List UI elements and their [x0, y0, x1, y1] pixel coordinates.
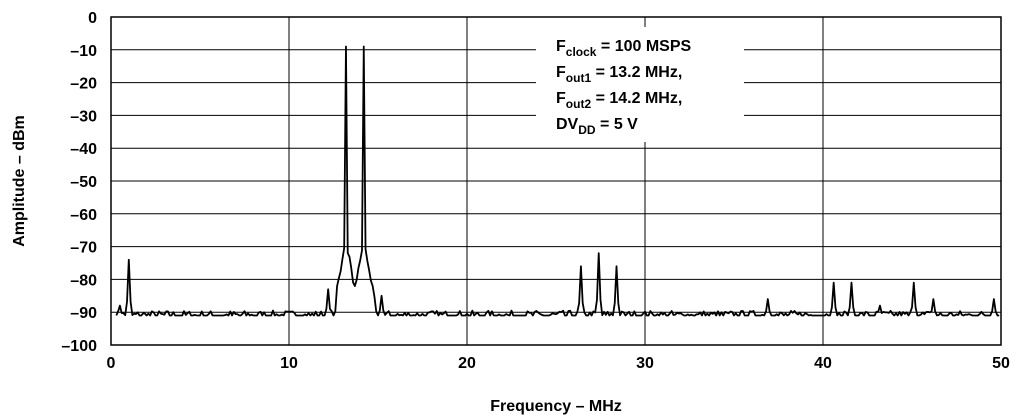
y-axis-ticks: 0 –10 –20 –30 –40 –50 –60 –70 –80 –90 –100 [61, 10, 97, 355]
y-tick-label: –80 [70, 272, 97, 289]
y-tick-label: –20 [70, 76, 97, 93]
y-tick-label: –90 [70, 305, 97, 322]
y-tick-label: –50 [70, 174, 97, 191]
x-tick-label: 40 [814, 355, 832, 372]
y-tick-label: –60 [70, 207, 97, 224]
y-tick-label: –30 [70, 108, 97, 125]
x-tick-label: 50 [992, 355, 1010, 372]
plot-frame [110, 16, 1002, 346]
spectrum-line [115, 45, 1000, 317]
spectrum-trace [115, 45, 1000, 317]
y-axis-title: Amplitude – dBm [11, 115, 28, 247]
y-tick-label: –70 [70, 240, 97, 257]
annotation-line: Fclock = 100 MSPS [556, 38, 692, 59]
annotation-line: DVDD = 5 V [556, 116, 638, 137]
x-tick-label: 10 [280, 355, 298, 372]
x-axis-ticks: 0 10 20 30 40 50 [107, 355, 1010, 372]
y-tick-label: 0 [88, 10, 97, 27]
annotation-line: Fout1 = 13.2 MHz, [556, 64, 682, 85]
annotation-background [536, 27, 744, 142]
y-tick-label: –40 [70, 141, 97, 158]
x-axis-title: Frequency – MHz [490, 398, 622, 415]
x-tick-label: 30 [636, 355, 654, 372]
annotation-line: Fout2 = 14.2 MHz, [556, 90, 682, 111]
settings-annotation: Fclock = 100 MSPS Fout1 = 13.2 MHz, Fout2 … [536, 27, 744, 142]
x-tick-label: 0 [107, 355, 116, 372]
y-tick-label: –10 [70, 43, 97, 60]
y-tick-label: –100 [61, 338, 97, 355]
x-tick-label: 20 [458, 355, 476, 372]
